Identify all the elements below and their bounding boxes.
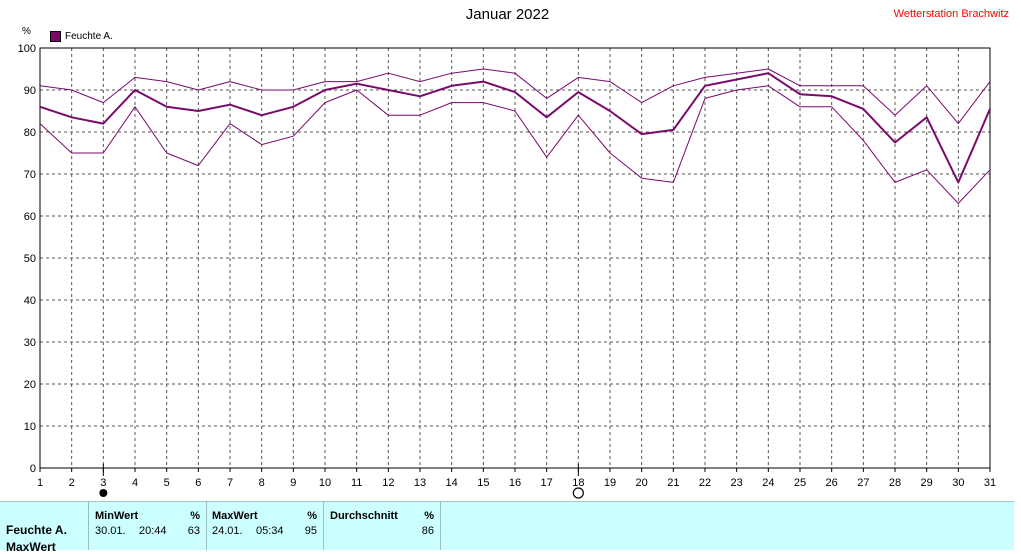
- avg-header: Durchschnitt: [330, 510, 398, 522]
- x-tick-label: 17: [541, 477, 553, 489]
- series-line-mean: [39, 72, 991, 184]
- x-tick-label: 7: [227, 477, 233, 489]
- x-tick-label: 28: [889, 477, 901, 489]
- x-tick-label: 11: [351, 477, 362, 489]
- x-tick-label: 20: [636, 477, 648, 489]
- series-line-max: [39, 68, 991, 125]
- stats-footer: Feuchte A. MaxWert MinWert % 30.01. 20:4…: [0, 501, 1014, 554]
- x-tick-label: 26: [826, 477, 838, 489]
- x-tick-label: 29: [921, 477, 933, 489]
- station-name: Wetterstation Brachwitz: [893, 8, 1009, 20]
- y-tick-label: 50: [24, 253, 36, 265]
- min-unit: %: [190, 510, 200, 522]
- min-cell: MinWert % 30.01. 20:44 63: [88, 502, 207, 550]
- x-tick-label: 25: [794, 477, 806, 489]
- x-tick-label: 30: [952, 477, 964, 489]
- max-header: MaxWert: [212, 510, 258, 522]
- x-tick-label: 15: [477, 477, 489, 489]
- x-tick-label: 18: [572, 477, 584, 489]
- max-time: 05:34: [256, 525, 284, 537]
- max-date: 24.01.: [212, 525, 243, 537]
- x-tick-label: 14: [446, 477, 458, 489]
- legend-swatch: [50, 31, 61, 42]
- max-value: 95: [304, 525, 317, 537]
- avg-unit: %: [424, 510, 434, 522]
- legend-label: Feuchte A.: [65, 31, 113, 42]
- min-time: 20:44: [139, 525, 167, 537]
- x-tick-label: 31: [984, 477, 996, 489]
- y-tick-label: 30: [24, 337, 36, 349]
- x-tick-label: 10: [319, 477, 331, 489]
- x-tick-label: 16: [509, 477, 521, 489]
- x-tick-label: 1: [37, 477, 43, 489]
- x-tick-label: 24: [762, 477, 774, 489]
- x-tick-label: 9: [290, 477, 296, 489]
- legend: Feuchte A.: [50, 31, 113, 42]
- x-tick-label: 6: [195, 477, 201, 489]
- series-line-min: [39, 85, 991, 204]
- avg-value: 86: [421, 525, 434, 537]
- y-tick-label: 70: [24, 169, 36, 181]
- y-tick-label: 60: [24, 211, 36, 223]
- marker-min-icon: [99, 489, 108, 497]
- footer-row-label: Feuchte A.: [6, 523, 67, 537]
- marker-max-icon: [572, 487, 584, 499]
- footer-row-label-2: MaxWert: [6, 540, 56, 554]
- x-tick-label: 13: [414, 477, 426, 489]
- min-date: 30.01.: [95, 525, 126, 537]
- avg-cell: Durchschnitt % 86: [324, 502, 441, 550]
- x-tick-label: 22: [699, 477, 711, 489]
- min-header: MinWert: [95, 510, 139, 522]
- y-tick-label: 0: [30, 463, 36, 475]
- y-tick-label: 10: [24, 421, 36, 433]
- x-tick-label: 21: [667, 477, 679, 489]
- min-value: 63: [187, 525, 200, 537]
- x-tick-label: 4: [132, 477, 138, 489]
- x-tick-label: 3: [100, 477, 106, 489]
- x-tick-label: 23: [731, 477, 743, 489]
- chart-title: Januar 2022: [465, 6, 550, 23]
- y-tick-label: 80: [24, 127, 36, 139]
- y-tick-label: 40: [24, 295, 36, 307]
- max-unit: %: [307, 510, 317, 522]
- x-tick-label: 2: [69, 477, 75, 489]
- x-tick-label: 19: [604, 477, 616, 489]
- y-tick-label: 20: [24, 379, 36, 391]
- x-tick-label: 5: [164, 477, 170, 489]
- x-tick-label: 12: [382, 477, 394, 489]
- x-tick-label: 8: [259, 477, 265, 489]
- y-tick-label: 100: [18, 43, 36, 55]
- y-axis-unit: %: [22, 26, 31, 37]
- y-tick-label: 90: [24, 85, 36, 97]
- max-cell: MaxWert % 24.01. 05:34 95: [206, 502, 324, 550]
- x-tick-label: 27: [857, 477, 869, 489]
